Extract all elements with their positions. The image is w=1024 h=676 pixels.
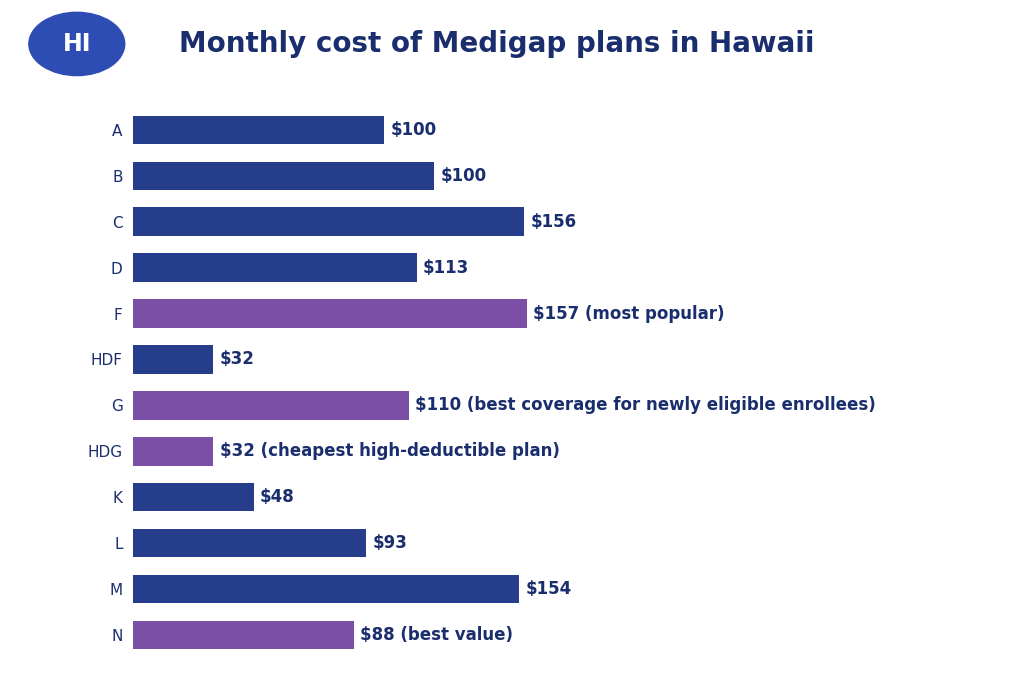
Text: $113: $113	[423, 259, 469, 276]
Bar	[133, 483, 254, 512]
Bar	[133, 162, 434, 190]
Bar	[133, 529, 367, 557]
Text: HI: HI	[62, 32, 91, 56]
Text: Monthly cost of Medigap plans in Hawaii: Monthly cost of Medigap plans in Hawaii	[179, 30, 815, 58]
Bar	[133, 299, 527, 328]
Bar	[133, 254, 417, 282]
Text: $110 (best coverage for newly eligible enrollees): $110 (best coverage for newly eligible e…	[416, 396, 877, 414]
Text: $48: $48	[260, 488, 295, 506]
Bar	[133, 621, 354, 649]
Bar	[133, 437, 213, 466]
Text: $88 (best value): $88 (best value)	[360, 626, 513, 644]
Text: $100: $100	[390, 121, 436, 139]
Text: $100: $100	[440, 167, 486, 185]
Text: $32: $32	[220, 350, 255, 368]
Bar	[133, 345, 213, 374]
Bar	[133, 208, 524, 236]
Bar	[133, 116, 384, 144]
Text: $156: $156	[530, 213, 577, 231]
Text: $32 (cheapest high-deductible plan): $32 (cheapest high-deductible plan)	[220, 442, 559, 460]
Text: $157 (most popular): $157 (most popular)	[534, 304, 725, 322]
Bar	[133, 391, 410, 420]
Text: $154: $154	[525, 580, 572, 598]
Bar	[133, 575, 519, 603]
Text: $93: $93	[373, 534, 408, 552]
